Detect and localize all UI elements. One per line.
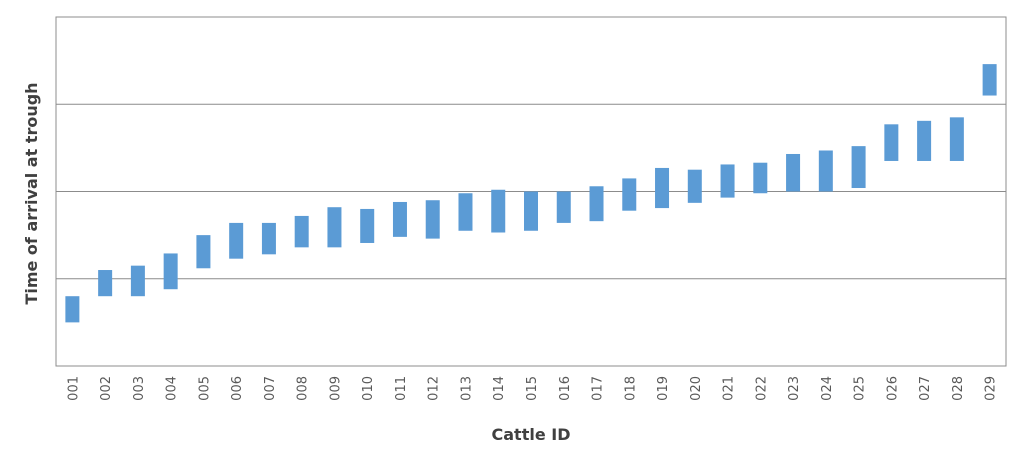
x-tick-label: 004 bbox=[165, 376, 180, 401]
range-bar-020 bbox=[687, 169, 702, 203]
range-bars bbox=[65, 64, 997, 323]
range-bar-008 bbox=[294, 215, 309, 248]
x-tick-label: 013 bbox=[459, 376, 474, 401]
x-tick-label: 012 bbox=[427, 376, 442, 401]
range-bar-028 bbox=[949, 117, 964, 161]
range-bar-013 bbox=[458, 193, 473, 231]
x-tick-label: 007 bbox=[263, 376, 278, 401]
range-bar-022 bbox=[753, 162, 768, 194]
range-bar-019 bbox=[655, 167, 670, 209]
x-tick-label: 015 bbox=[525, 376, 540, 401]
range-bar-012 bbox=[425, 200, 440, 239]
x-tick-label: 026 bbox=[885, 376, 900, 401]
x-tick-label: 023 bbox=[787, 376, 802, 401]
x-tick-label: 008 bbox=[296, 376, 311, 401]
x-tick-labels: 001 002 003 004 005 006 007 008 009 010 011 012 013 0… bbox=[66, 376, 998, 401]
range-bar-001 bbox=[65, 296, 80, 323]
y-axis-title: Time of arrival at trough bbox=[22, 82, 41, 304]
x-tick-label: 025 bbox=[853, 376, 868, 401]
range-bar-006 bbox=[229, 222, 244, 259]
range-bar-002 bbox=[98, 270, 113, 297]
range-bar-007 bbox=[261, 222, 276, 255]
x-tick-label: 019 bbox=[656, 376, 671, 401]
x-tick-label: 005 bbox=[197, 376, 212, 401]
range-bar-004 bbox=[163, 253, 178, 290]
range-bar-011 bbox=[392, 201, 407, 237]
x-tick-label: 016 bbox=[558, 376, 573, 401]
range-bar-010 bbox=[360, 208, 375, 243]
x-tick-label: 006 bbox=[230, 376, 245, 401]
x-tick-label: 018 bbox=[623, 376, 638, 401]
x-tick-label: 027 bbox=[918, 376, 933, 401]
x-tick-label: 001 bbox=[66, 376, 81, 401]
x-tick-label: 017 bbox=[591, 376, 606, 401]
plot-area bbox=[55, 16, 1007, 367]
range-bar-027 bbox=[917, 120, 932, 161]
range-bar-017 bbox=[589, 186, 604, 222]
range-bar-023 bbox=[786, 153, 801, 192]
range-bar-015 bbox=[524, 191, 538, 231]
range-bar-014 bbox=[491, 189, 506, 233]
x-tick-label: 024 bbox=[820, 376, 835, 401]
x-tick-label: 010 bbox=[361, 376, 376, 401]
range-bar-026 bbox=[884, 124, 899, 161]
x-axis-title: Cattle ID bbox=[492, 425, 571, 444]
x-tick-label: 022 bbox=[754, 376, 769, 401]
range-bar-018 bbox=[622, 178, 637, 211]
x-tick-label: 028 bbox=[951, 376, 966, 401]
x-tick-label: 014 bbox=[492, 376, 507, 401]
x-tick-label: 021 bbox=[722, 376, 737, 401]
x-tick-label: 002 bbox=[99, 376, 114, 401]
x-tick-label: 003 bbox=[132, 376, 147, 401]
range-bar-021 bbox=[720, 164, 735, 198]
range-bar-025 bbox=[851, 146, 866, 189]
range-bar-016 bbox=[556, 191, 571, 223]
x-tick-label: 009 bbox=[328, 376, 343, 401]
x-tick-label: 020 bbox=[689, 376, 704, 401]
range-bar-029 bbox=[982, 64, 997, 96]
x-tick-label: 011 bbox=[394, 376, 409, 401]
range-bar-005 bbox=[196, 235, 211, 269]
x-tick-label: 029 bbox=[984, 376, 999, 401]
range-bar-009 bbox=[327, 207, 342, 248]
range-bar-003 bbox=[130, 265, 145, 297]
range-bar-024 bbox=[818, 150, 833, 192]
